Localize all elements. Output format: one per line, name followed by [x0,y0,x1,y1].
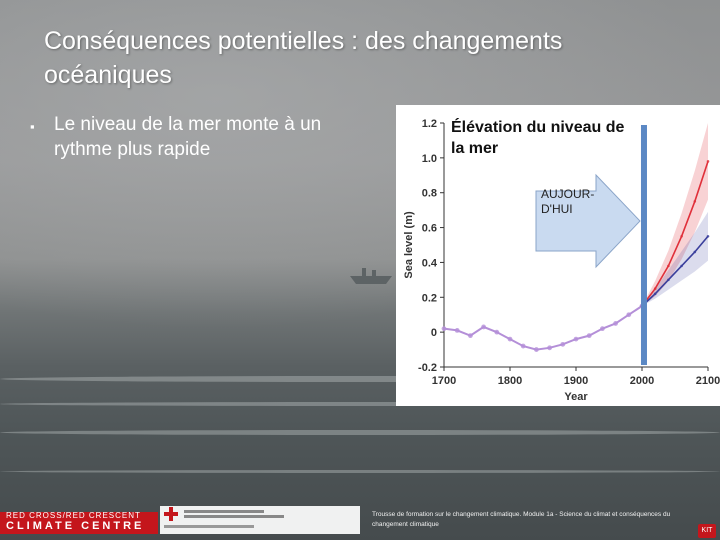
x-tick-label: 1800 [498,375,522,387]
x-tick-label: 1700 [432,375,456,387]
data-point [706,160,710,163]
chart-axes: -0.2 0 0.2 0.4 0.6 0.8 1.0 1.2 1700 1800 1900 2000 2… [403,118,720,403]
partner-logo-strip [160,506,360,534]
red-cross-logo-icon [164,507,284,528]
y-axis-label: Sea level (m) [403,211,415,279]
x-axis-label: Year [564,391,588,403]
now-arrow-icon [535,173,641,269]
data-point [547,345,552,351]
data-point [653,292,657,296]
y-tick-label: 1.0 [422,153,437,165]
footer-brand-band [0,512,158,522]
wave [0,376,720,382]
footer-note: Trousse de formation sur le changement c… [372,511,671,528]
data-point [441,326,447,332]
data-point [494,329,500,335]
data-point [534,347,539,352]
data-point [667,278,670,282]
data-point [667,264,670,268]
data-point [468,333,473,339]
bullet-text: Le niveau de la mer monte à un rythme pl… [54,114,322,160]
brand-line-2: CLIMATE CENTRE [6,520,145,532]
x-tick-label: 2000 [630,375,654,387]
y-tick-label: 0.4 [422,257,438,269]
data-point [613,321,618,326]
series-line-1 [443,305,643,351]
brand-line-1: RED CROSS/RED CRESCENT [6,511,141,520]
boat-silhouette [350,268,392,284]
series-line-2 [641,161,709,307]
now-callout-label: AUJOUR-D'HUI [541,187,595,216]
data-point [706,234,710,238]
data-point [507,336,513,342]
data-point [600,326,605,332]
data-point [626,312,632,318]
wave [0,402,720,406]
wave [0,430,720,435]
data-point [586,333,592,339]
sea-level-chart: -0.2 0 0.2 0.4 0.6 0.8 1.0 1.2 1700 1800 1900 2000 2… [396,105,720,406]
data-point [573,336,579,342]
chart-canvas: -0.2 0 0.2 0.4 0.6 0.8 1.0 1.2 1700 1800 1900 2000 2… [403,118,720,403]
data-point [693,200,697,203]
x-tick-label: 1900 [564,375,588,387]
x-tick-label: 2100 [696,375,720,387]
y-tick-label: 0.2 [422,292,437,304]
bullet-point: ▪ Le niveau de la mer monte à un rythme … [30,112,384,162]
projection-bands [642,123,708,306]
data-point [481,324,486,330]
series-line-3 [641,235,709,307]
now-marker-line [640,125,647,365]
data-point [520,343,526,349]
high-projection-band [642,123,708,306]
data-point [560,341,566,347]
y-tick-label: 0 [431,327,437,339]
data-point [693,250,697,254]
y-tick-label: -0.2 [418,362,437,374]
data-point [653,287,657,290]
data-point [680,264,683,268]
wave [0,470,720,473]
data-point [680,234,683,238]
y-tick-label: 0.6 [422,223,437,235]
kit-badge: KIT [698,524,716,538]
series-group [441,160,710,352]
footer-brand-band [0,522,158,534]
bullet-icon: ▪ [30,119,35,134]
y-tick-label: 0.8 [422,188,437,200]
data-point [454,328,460,333]
low-projection-band [642,211,708,306]
slide-title: Conséquences potentielles : des changeme… [44,27,563,89]
chart-title: Élévation du niveau de la mer [451,119,625,157]
y-tick-label: 1.2 [422,118,437,130]
